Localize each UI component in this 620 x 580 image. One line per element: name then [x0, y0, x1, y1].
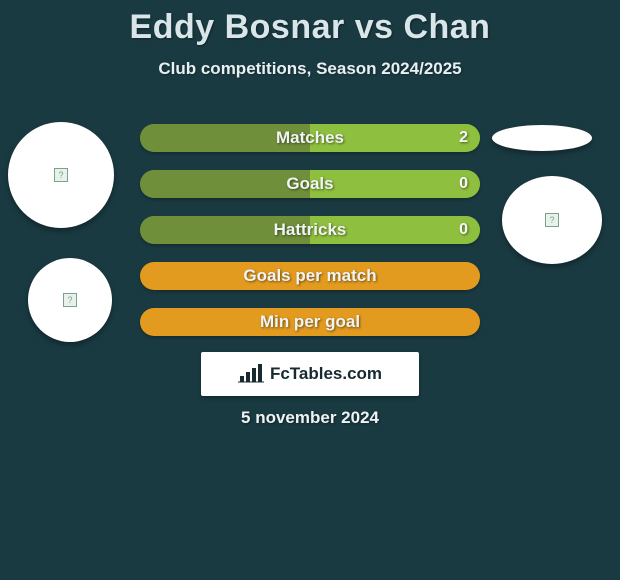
bar-segment-right — [310, 170, 480, 198]
broken-image-icon: ? — [545, 213, 559, 227]
stat-value-right: 0 — [459, 175, 468, 193]
stat-row-goals-per-match: Goals per match — [140, 262, 480, 290]
stat-label: Matches — [276, 128, 344, 148]
player-avatar-left-bottom: ? — [28, 258, 112, 342]
stat-label: Goals per match — [243, 266, 376, 286]
player-avatar-right: ? — [502, 176, 602, 264]
infographic-root: Eddy Bosnar vs Chan Club competitions, S… — [0, 0, 620, 580]
stat-label: Hattricks — [274, 220, 347, 240]
bar-segment-left — [140, 170, 310, 198]
player-ellipse-right-top — [492, 125, 592, 151]
bar-chart-icon — [238, 364, 264, 384]
brand-badge: FcTables.com — [201, 352, 419, 396]
stat-row-goals: Goals 0 — [140, 170, 480, 198]
stat-value-right: 2 — [459, 129, 468, 147]
player-avatar-left-top: ? — [8, 122, 114, 228]
stat-label: Goals — [286, 174, 333, 194]
stat-row-matches: Matches 2 — [140, 124, 480, 152]
brand-text: FcTables.com — [270, 364, 382, 384]
stat-value-right: 0 — [459, 221, 468, 239]
stat-row-hattricks: Hattricks 0 — [140, 216, 480, 244]
page-subtitle: Club competitions, Season 2024/2025 — [0, 59, 620, 79]
stat-row-min-per-goal: Min per goal — [140, 308, 480, 336]
page-title: Eddy Bosnar vs Chan — [0, 0, 620, 47]
stats-bars: Matches 2 Goals 0 Hattricks 0 Goals per … — [140, 124, 480, 354]
broken-image-icon: ? — [54, 168, 68, 182]
stat-label: Min per goal — [260, 312, 360, 332]
broken-image-icon: ? — [63, 293, 77, 307]
footer-date: 5 november 2024 — [0, 408, 620, 428]
